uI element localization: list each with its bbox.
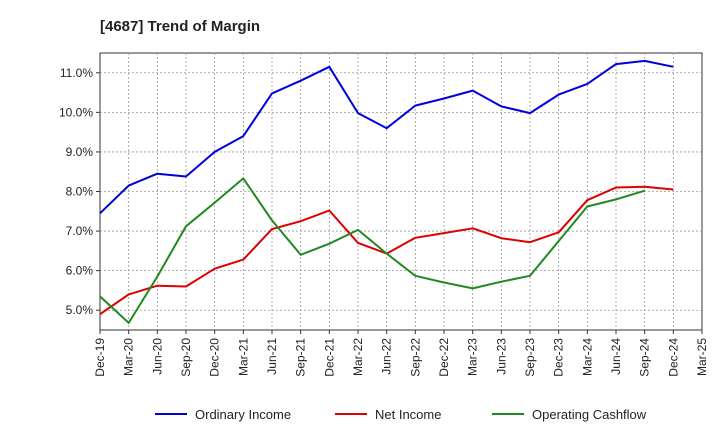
x-tick-label: Mar-23 (466, 338, 480, 376)
x-tick-label: Dec-21 (322, 338, 336, 377)
series-lines (99, 59, 674, 324)
x-tick-label: Sep-21 (294, 338, 308, 377)
x-tick-label: Mar-25 (695, 338, 709, 376)
x-tick-label: Sep-22 (408, 338, 422, 377)
y-tick-label: 5.0% (66, 303, 94, 317)
series-line-ordinary-income (99, 59, 674, 215)
x-tick-label: Dec-23 (552, 338, 566, 377)
legend: Ordinary Income Net Income Operating Cashf… (155, 407, 647, 422)
x-tick-label: Jun-21 (265, 338, 279, 375)
x-tick-label: Dec-22 (437, 338, 451, 377)
legend-label: Net Income (375, 407, 441, 422)
x-tick-label: Jun-20 (150, 338, 164, 375)
x-tick-label: Dec-20 (208, 338, 222, 377)
chart-title: [4687] Trend of Margin (100, 18, 260, 35)
x-tick-label: Mar-22 (351, 338, 365, 376)
x-tick-label: Sep-23 (523, 338, 537, 377)
y-tick-label: 10.0% (59, 105, 93, 119)
legend-label: Operating Cashflow (532, 407, 647, 422)
x-tick-label: Mar-21 (236, 338, 250, 376)
y-tick-label: 11.0% (60, 66, 93, 80)
series-line-operating-cashflow (99, 177, 645, 324)
y-tick-label: 9.0% (66, 145, 94, 159)
x-tick-label: Dec-19 (93, 338, 107, 377)
legend-label: Ordinary Income (195, 407, 291, 422)
y-tick-label: 7.0% (66, 224, 94, 238)
x-tick-label: Dec-24 (666, 338, 680, 377)
x-tick-label: Sep-24 (638, 338, 652, 377)
y-axis: 5.0% 6.0% 7.0% 8.0% 9.0% 10.0% 11.0% (59, 66, 100, 317)
x-tick-label: Jun-24 (609, 338, 623, 375)
x-tick-label: Mar-24 (580, 338, 594, 376)
x-tick-label: Sep-20 (179, 338, 193, 377)
x-tick-label: Jun-23 (494, 338, 508, 375)
x-tick-label: Jun-22 (380, 338, 394, 375)
y-tick-label: 6.0% (66, 264, 94, 278)
x-axis: Dec-19 Mar-20 Jun-20 Sep-20 Dec-20 Mar-21 Jun-… (93, 330, 709, 377)
y-tick-label: 8.0% (66, 185, 94, 199)
x-tick-label: Mar-20 (122, 338, 136, 376)
